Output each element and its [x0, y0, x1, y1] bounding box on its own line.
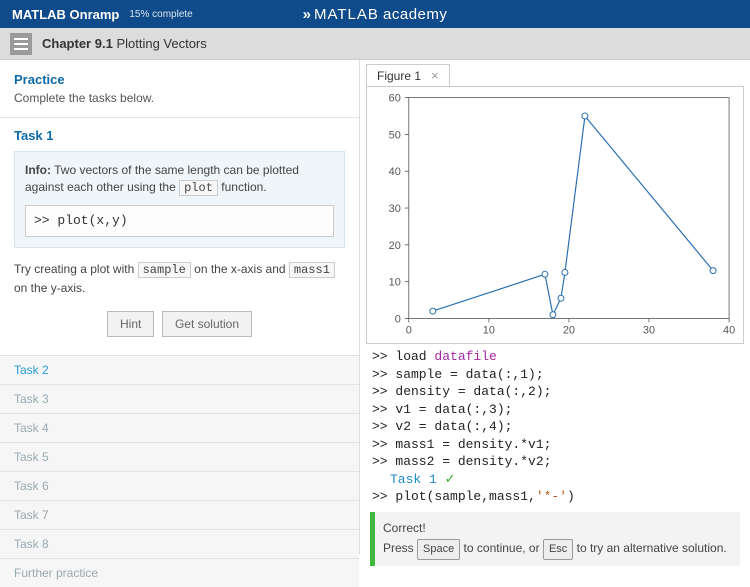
svg-text:10: 10 [483, 324, 495, 336]
svg-text:50: 50 [389, 129, 401, 141]
task-item-7[interactable]: Task 7 [0, 500, 359, 529]
figure-tabs: Figure 1 × [366, 64, 744, 86]
progress-text: 15% complete [129, 9, 192, 20]
figure-area: 0 10 20 30 40 0 10 20 30 40 50 60 [366, 86, 744, 344]
task1-title: Task 1 [14, 128, 345, 143]
task-list: Task 2 Task 3 Task 4 Task 5 Task 6 Task … [0, 355, 359, 587]
svg-text:60: 60 [389, 93, 401, 105]
figure-tab-label: Figure 1 [377, 69, 421, 83]
task1-buttons: Hint Get solution [14, 311, 345, 337]
key-space: Space [417, 539, 460, 560]
top-bar: MATLAB Onramp 15% complete » MATLAB acad… [0, 0, 750, 28]
task-item-6[interactable]: Task 6 [0, 471, 359, 500]
chapter-bar: Chapter 9.1 Plotting Vectors [0, 28, 750, 60]
task1-instruction: Try creating a plot with sample on the x… [14, 260, 345, 297]
task-item-5[interactable]: Task 5 [0, 442, 359, 471]
info-box: Info: Two vectors of the same length can… [14, 151, 345, 248]
menu-icon[interactable] [10, 33, 32, 55]
practice-heading: Practice [0, 60, 359, 91]
task1-block: Task 1 Info: Two vectors of the same len… [0, 117, 359, 349]
svg-text:40: 40 [723, 324, 735, 336]
feedback-box: Correct! Press Space to continue, or Esc… [370, 512, 740, 566]
key-esc: Esc [543, 539, 573, 560]
task-item-8[interactable]: Task 8 [0, 529, 359, 558]
svg-text:20: 20 [563, 324, 575, 336]
course-name: MATLAB Onramp [12, 7, 119, 22]
svg-text:40: 40 [389, 166, 401, 178]
svg-text:30: 30 [643, 324, 655, 336]
svg-text:0: 0 [406, 324, 412, 336]
close-icon[interactable]: × [431, 68, 439, 83]
chapter-title: Chapter 9.1 Plotting Vectors [42, 36, 207, 51]
task-item-3[interactable]: Task 3 [0, 384, 359, 413]
hint-button[interactable]: Hint [107, 311, 154, 337]
right-panel: Figure 1 × 0 10 20 30 40 0 10 20 30 40 50 60 >> loa… [360, 60, 750, 554]
svg-text:0: 0 [395, 313, 401, 325]
brand-logo: » MATLAB academy [303, 6, 448, 23]
plot-svg: 0 10 20 30 40 0 10 20 30 40 50 60 [367, 87, 743, 343]
task-item-2[interactable]: Task 2 [0, 355, 359, 384]
svg-text:20: 20 [389, 240, 401, 252]
task-item-further[interactable]: Further practice [0, 558, 359, 587]
practice-subtext: Complete the tasks below. [0, 91, 359, 117]
feedback-heading: Correct! [383, 518, 732, 538]
svg-text:10: 10 [389, 277, 401, 289]
figure-tab-1[interactable]: Figure 1 × [366, 64, 450, 86]
get-solution-button[interactable]: Get solution [162, 311, 252, 337]
task-item-4[interactable]: Task 4 [0, 413, 359, 442]
left-panel: Practice Complete the tasks below. Task … [0, 60, 360, 554]
console: >> load datafile>> sample = data(:,1);>>… [366, 344, 744, 506]
example-code: >> plot(x,y) [25, 205, 334, 237]
chevrons-icon: » [303, 6, 308, 23]
svg-text:30: 30 [389, 203, 401, 215]
feedback-text: Press Space to continue, or Esc to try a… [383, 538, 732, 560]
